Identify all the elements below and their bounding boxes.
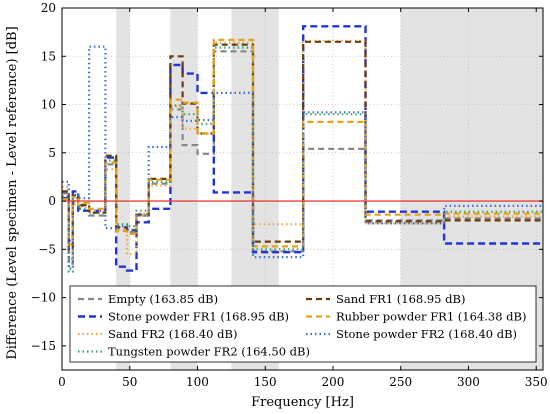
- y-tick-label: 5: [48, 146, 56, 160]
- legend-label: Stone powder FR2 (168.40 dB): [336, 327, 517, 341]
- y-tick-label: −5: [38, 242, 56, 256]
- y-tick-label: 10: [41, 98, 56, 112]
- legend-label: Sand FR2 (168.40 dB): [108, 327, 237, 341]
- x-axis-label: Frequency [Hz]: [251, 395, 354, 410]
- x-tick-label: 350: [525, 375, 548, 389]
- legend-box: [69, 285, 537, 363]
- plot-frame: [61, 7, 544, 371]
- shaded-band-0: [116, 8, 130, 370]
- x-tick-label: 50: [122, 375, 137, 389]
- series-line-6: [62, 45, 543, 270]
- x-tick-label: 0: [58, 375, 66, 389]
- legend: Empty (163.85 dB) Stone powder FR1 (168.9…: [69, 285, 537, 363]
- x-tick-label: 100: [186, 375, 209, 389]
- y-tick-label: 0: [48, 194, 56, 208]
- series-line-5: [62, 38, 543, 248]
- y-tick-label: 15: [41, 49, 56, 63]
- series-layer: [62, 25, 543, 273]
- legend-label: Rubber powder FR1 (164.38 dB): [336, 310, 527, 324]
- y-tick-label: 20: [41, 1, 56, 15]
- legend-label: Tungsten powder FR2 (164.50 dB): [108, 345, 310, 359]
- legend-label: Stone powder FR1 (168.95 dB): [108, 310, 289, 324]
- x-tick-label: 200: [322, 375, 345, 389]
- legend-label: Empty (163.85 dB): [108, 292, 218, 306]
- y-axis-label: Difference (Level specimen - Level refer…: [5, 26, 20, 359]
- axis-ticks: 0 50 100 150 200 250 300 350 −15 −10 −5 0 5 10 15 20: [31, 1, 548, 389]
- y-tick-label: −10: [31, 291, 56, 305]
- y-tick-label: −15: [31, 339, 56, 353]
- legend-label: Sand FR1 (168.95 dB): [336, 292, 465, 306]
- x-tick-label: 250: [389, 375, 412, 389]
- x-tick-label: 150: [254, 375, 277, 389]
- x-tick-label: 300: [457, 375, 480, 389]
